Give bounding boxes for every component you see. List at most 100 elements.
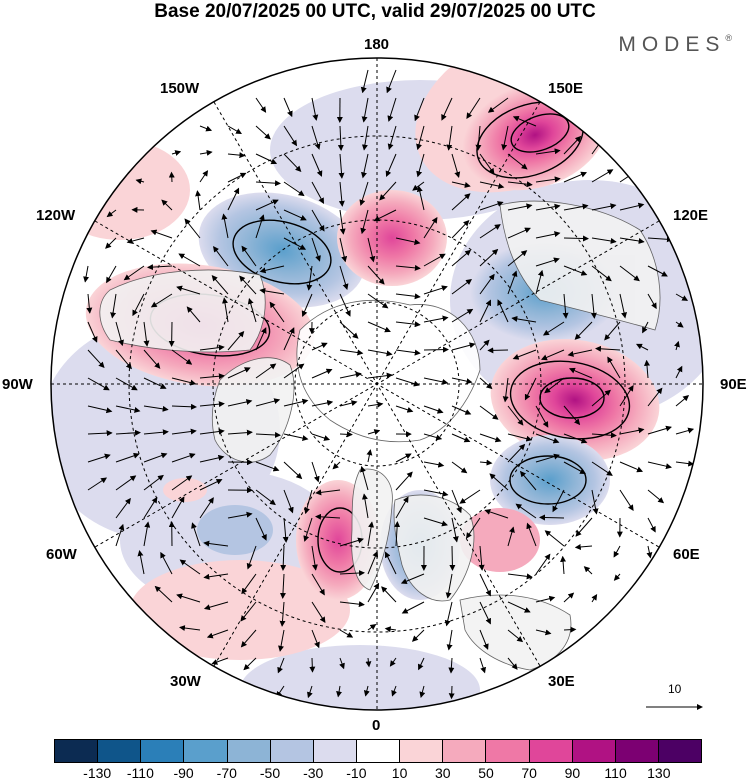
- wind-vector-arrow: [367, 237, 376, 263]
- wind-vector-arrow: [451, 342, 476, 351]
- wind-vector-arrow: [563, 135, 582, 155]
- colorbar-tick-label: 30: [435, 765, 451, 781]
- wind-vector-arrow: [674, 340, 680, 351]
- wind-vector-arrow: [466, 517, 481, 539]
- wind-vector-arrow: [535, 629, 552, 636]
- wind-vector-arrow: [507, 573, 533, 580]
- colorbar-tick-label: 70: [521, 765, 537, 781]
- wind-vector-arrow: [240, 601, 257, 622]
- wind-vector-arrow: [227, 399, 253, 407]
- wind-vector-arrow: [479, 601, 491, 625]
- wind-vector-arrow: [171, 403, 197, 410]
- wind-vector-arrow: [309, 657, 316, 673]
- wind-vector-arrow: [259, 265, 285, 274]
- wind-vector-arrow: [507, 181, 533, 188]
- wind-vector-arrow: [675, 365, 683, 379]
- colorbar-swatch: [443, 740, 487, 762]
- wind-vector-arrow: [647, 236, 673, 243]
- wind-vector-arrow: [542, 321, 565, 336]
- graticule: [51, 58, 703, 710]
- wind-vector-arrow: [283, 153, 302, 173]
- wind-vector-arrow: [647, 461, 672, 470]
- wind-vector-arrow: [115, 349, 132, 370]
- colorbar-swatch: [615, 740, 659, 762]
- wind-vector-arrow: [451, 405, 472, 415]
- wind-vector-arrow: [199, 401, 225, 408]
- wind-vector-arrow: [544, 377, 565, 394]
- wind-vector-arrow: [339, 431, 353, 438]
- wind-vector-arrow: [619, 265, 640, 282]
- wind-vector-arrow: [367, 401, 384, 408]
- wind-vector-arrow: [466, 97, 481, 119]
- lon-label-150e: 150E: [548, 80, 584, 97]
- lon-label-90w: 90W: [2, 376, 33, 393]
- wind-vector-arrow: [339, 601, 365, 608]
- wind-vector-arrow: [411, 629, 425, 642]
- wind-vector-arrow: [143, 429, 169, 436]
- colorbar-tick-label: -130: [83, 765, 112, 781]
- wind-vector-arrow: [206, 629, 229, 639]
- wind-vector-arrow: [479, 405, 499, 420]
- wind-vector-arrow: [280, 545, 287, 571]
- wind-vector-arrow: [479, 377, 493, 390]
- wind-vector-arrow: [338, 181, 345, 207]
- wind-vector-arrow: [507, 405, 524, 426]
- wind-vector-arrow: [563, 592, 575, 603]
- wind-vector-arrow: [647, 517, 656, 533]
- wind-vector-arrow: [418, 657, 425, 671]
- wind-vector-arrow: [115, 429, 141, 436]
- wind-vector-arrow: [283, 489, 294, 514]
- wind-vector-arrow: [227, 172, 247, 183]
- wind-vector-arrow: [395, 349, 421, 356]
- wind-vector-arrow: [176, 285, 201, 295]
- wind-vector-arrow: [507, 433, 533, 442]
- wind-vector-arrow: [423, 346, 449, 353]
- wind-vector-arrow: [552, 489, 565, 513]
- wind-vector-arrow: [604, 321, 621, 341]
- wind-vector-arrow: [339, 293, 351, 317]
- wind-vector-arrow: [227, 187, 240, 211]
- wind-vector-arrow: [644, 359, 650, 379]
- wind-vector-arrow: [675, 395, 690, 407]
- wind-vector-arrow: [301, 293, 313, 318]
- wind-vector-arrow: [451, 181, 471, 188]
- wind-vector-arrow: [535, 203, 561, 211]
- wind-vector-arrow: [213, 246, 229, 267]
- anomaly-central-asia-high: [490, 339, 660, 461]
- wind-vector-arrow: [255, 97, 267, 113]
- wind-vector-arrow: [199, 479, 223, 491]
- wind-vector-arrow: [574, 543, 593, 550]
- wind-vector-arrow: [87, 349, 105, 369]
- wind-vector-arrow: [535, 148, 561, 155]
- wind-vector-arrow: [563, 433, 588, 444]
- wind-vector-arrow: [619, 293, 627, 319]
- colorbar-swatch: [270, 740, 314, 762]
- wind-vector-arrow: [143, 521, 151, 547]
- wind-vector-arrow: [135, 178, 145, 185]
- wind-vector-arrow: [535, 231, 561, 239]
- wind-vector-arrow: [255, 461, 280, 472]
- coastlines: [99, 200, 661, 671]
- wind-vector-arrow: [339, 265, 349, 290]
- wind-vector-arrow: [115, 452, 140, 463]
- wind-vector-arrow: [487, 97, 509, 113]
- wind-vector-arrow: [535, 595, 556, 603]
- wind-vector-arrow: [507, 443, 526, 463]
- wind-vector-arrow: [366, 449, 373, 463]
- wind-vector-arrow: [283, 433, 309, 441]
- wind-vector-arrow: [544, 530, 565, 547]
- wind-vector-arrow: [539, 514, 565, 521]
- colorbar-swatch: [486, 740, 530, 762]
- wind-vector-arrow: [186, 306, 201, 323]
- wind-vector-arrow: [379, 181, 397, 201]
- wind-vector-arrow: [419, 685, 426, 698]
- wind-vector-arrow: [132, 293, 145, 317]
- wind-vector-arrow: [171, 377, 197, 386]
- wind-vector-arrow: [143, 377, 167, 389]
- wind-vector-arrow: [479, 224, 501, 239]
- colorbar-ticks: -130 -110 -90 -70 -50 -30 -10 10 30 50 70 90 110 130: [54, 765, 702, 783]
- wind-vector-arrow: [115, 523, 125, 547]
- wind-vector-arrow: [311, 461, 320, 483]
- wind-vector-arrow: [423, 216, 438, 239]
- wind-vector-arrow: [106, 209, 117, 218]
